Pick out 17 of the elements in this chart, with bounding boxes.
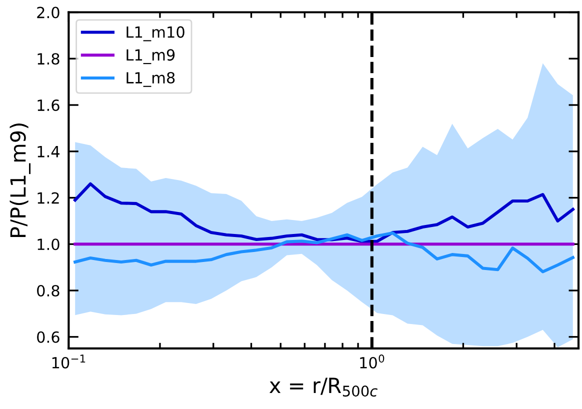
y-tick-label: 0.6	[37, 331, 60, 343]
legend-label: L1_m8	[126, 72, 175, 87]
y-tick-label: 1.6	[38, 99, 60, 112]
y-tick-label: 1.4	[38, 146, 60, 158]
x-axis-title: x = r/R$_{500c}$	[270, 378, 378, 397]
x-tick-label: 10$^{0}$	[360, 354, 384, 369]
legend-label: L1_m9	[126, 49, 175, 64]
y-tick-label: 2.0	[37, 6, 60, 18]
y-axis-title: P/P(L1_m9)	[10, 124, 30, 237]
legend-label: L1_m10	[126, 26, 184, 42]
y-tick-label: 1.0	[38, 238, 60, 250]
line-series	[74, 182, 574, 243]
x-tick-label: 10$^{−1}$	[52, 354, 86, 369]
y-tick-label: 1.2	[38, 192, 59, 204]
y-tick-label: 1.8	[38, 53, 60, 65]
line-series	[74, 231, 574, 274]
y-tick-label: 0.8	[37, 284, 60, 297]
